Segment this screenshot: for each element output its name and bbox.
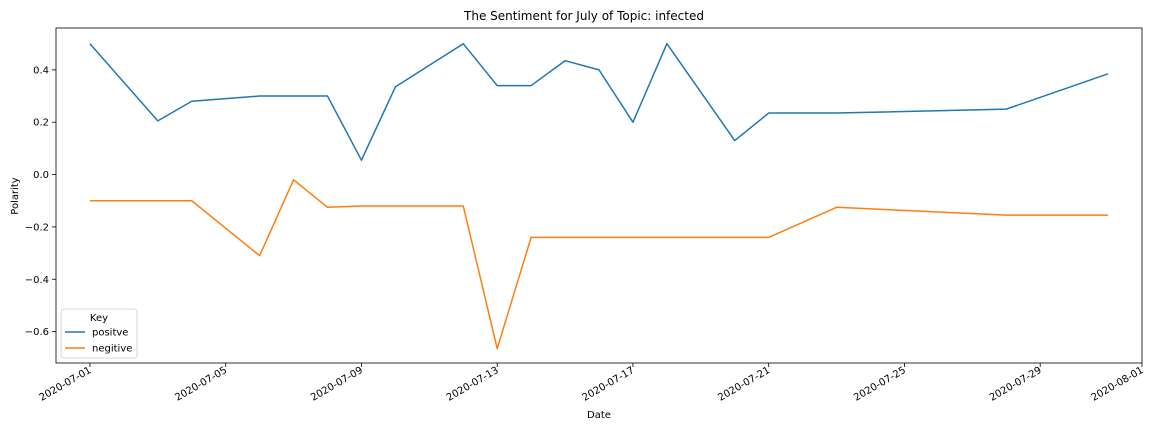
legend-title: Key bbox=[90, 313, 108, 324]
x-axis-label: Date bbox=[587, 410, 611, 421]
y-tick-label: −0.4 bbox=[25, 275, 49, 286]
plot-area bbox=[55, 27, 1143, 364]
legend-label-negitive: negitive bbox=[92, 344, 132, 355]
series-line-negitive bbox=[89, 179, 1109, 350]
y-axis-label: Polarity bbox=[10, 177, 21, 215]
y-tick-label: −0.6 bbox=[25, 327, 49, 338]
legend-box bbox=[60, 308, 138, 359]
y-tick-label: −0.2 bbox=[25, 222, 49, 233]
legend-label-positve: positve bbox=[92, 328, 128, 339]
chart-title: The Sentiment for July of Topic: infecte… bbox=[463, 9, 704, 23]
y-tick-label: 0.0 bbox=[33, 170, 49, 181]
y-tick-label: 0.4 bbox=[33, 65, 49, 76]
legend: Key positve negitive bbox=[60, 308, 138, 359]
series-line-positve bbox=[89, 42, 1109, 161]
series-layer bbox=[89, 42, 1109, 350]
y-tick-label: 0.2 bbox=[33, 118, 49, 129]
y-axis: 0.4 0.2 0.0 −0.2 −0.4 −0.6 bbox=[25, 65, 56, 338]
